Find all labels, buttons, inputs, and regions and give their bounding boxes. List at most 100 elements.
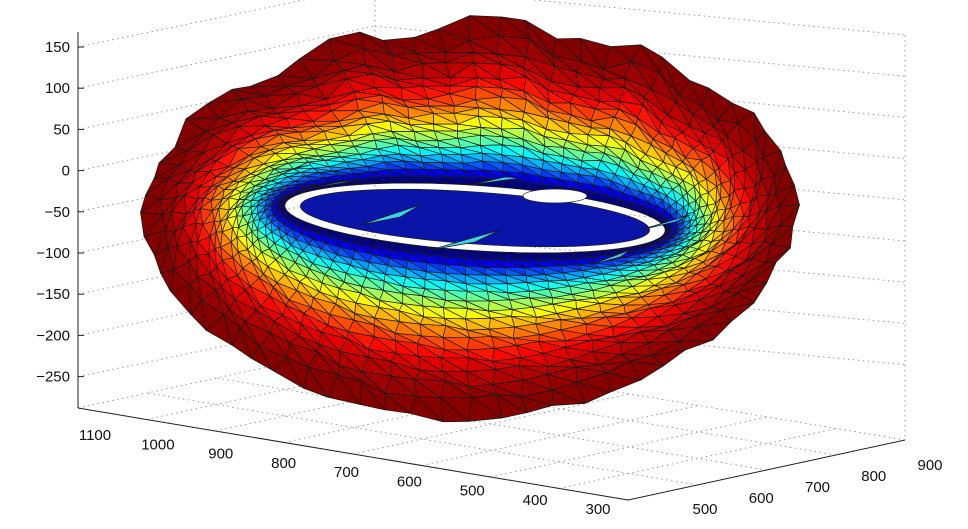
surface-spike — [429, 229, 501, 251]
x-grid-line — [490, 416, 768, 478]
y-tick-label: 800 — [861, 468, 886, 485]
surface-facet — [616, 199, 629, 209]
x-tick-label: 300 — [585, 501, 610, 518]
surface-spike — [589, 249, 631, 266]
z-tick-label: −100 — [36, 245, 70, 262]
y-axis-line — [627, 439, 906, 501]
z-tick-label: 150 — [45, 39, 70, 56]
z-grid-line-back — [528, 0, 906, 36]
z-tick-label: 0 — [62, 163, 70, 180]
surface-facet — [627, 202, 639, 213]
surface-facet — [659, 234, 670, 239]
surface-facet — [295, 216, 304, 226]
surface-facet — [333, 230, 348, 241]
surface-facet — [373, 177, 395, 184]
z-tick-label: −200 — [36, 327, 70, 344]
surface-facet — [408, 175, 430, 184]
surface-hole — [522, 188, 588, 204]
surface-facet — [571, 251, 592, 258]
surface-mesh — [140, 15, 800, 423]
surface-facet — [653, 237, 666, 242]
surface-spike — [359, 204, 421, 226]
surface-spike — [299, 179, 361, 191]
surface-facet — [446, 248, 466, 259]
surface-facet — [503, 179, 523, 190]
surface-facet — [602, 194, 617, 206]
surface-facet — [587, 250, 607, 256]
x-grid-line — [352, 393, 631, 455]
z-grid-line — [77, 66, 376, 130]
surface-facet — [646, 210, 655, 220]
surface-facet — [501, 251, 523, 261]
x-tick-label: 500 — [460, 483, 485, 500]
x-tick-label: 800 — [271, 455, 296, 472]
surface-spike — [469, 176, 521, 186]
surface-facet — [283, 194, 297, 199]
x-axis-line — [77, 407, 629, 501]
surface-facet — [277, 203, 286, 209]
z-tick-label: 100 — [45, 80, 70, 97]
surface-facet — [296, 190, 313, 194]
surface-facet — [638, 206, 648, 216]
z-tick-label: −250 — [36, 369, 70, 386]
surface-facet — [280, 206, 288, 213]
surface-facet — [392, 241, 411, 253]
surface-facet — [321, 227, 334, 238]
surface-facet — [311, 223, 323, 234]
surface-facet — [289, 192, 304, 196]
surface-facet — [360, 236, 377, 248]
surface-facet — [357, 178, 379, 185]
x-grid-line — [559, 428, 837, 489]
surface-facet — [654, 214, 661, 223]
surface-facet — [637, 242, 653, 246]
z-grid-line — [77, 0, 306, 48]
z-grid-line — [77, 190, 376, 254]
x-tick-labels: 1100 1000 900 800 700 600 500 400 300 — [79, 427, 611, 518]
x-tick-label: 1100 — [79, 427, 111, 444]
surface-facet — [283, 210, 291, 218]
surface-facet — [662, 230, 672, 236]
x-tick-label: 600 — [397, 473, 422, 490]
x-tick-label: 400 — [523, 492, 548, 509]
surface-facet — [390, 175, 412, 184]
z-tick-label: −50 — [45, 204, 70, 221]
surface-facet — [601, 248, 621, 254]
surface-facet — [279, 197, 291, 202]
z-grid-line — [77, 25, 376, 89]
axes — [77, 32, 906, 501]
x-tick-label: 1000 — [141, 436, 174, 453]
surface-facet — [520, 252, 542, 261]
surface-facet — [464, 249, 485, 260]
surface-facet — [298, 38, 335, 62]
surface-facet — [445, 176, 467, 186]
surface-facet — [588, 191, 604, 203]
surface-facet — [664, 226, 672, 233]
surface-facet — [289, 213, 296, 222]
z-grid-line — [77, 272, 376, 336]
surface-facet — [615, 247, 633, 252]
surface-facet — [409, 244, 429, 255]
surface-facet — [521, 181, 541, 192]
y-tick-labels: 500 600 700 800 900 — [692, 457, 942, 518]
surface-facet — [346, 233, 362, 245]
surface-throat — [300, 188, 650, 248]
z-grid-line — [77, 149, 376, 213]
z-tick-labels: 150 100 50 0 −50 −100 −150 −200 −250 — [36, 39, 84, 386]
x-grid-line — [421, 405, 699, 466]
surface-facet — [302, 220, 312, 230]
surface-facet — [627, 245, 644, 249]
y-tick-label: 900 — [917, 457, 942, 474]
z-tick-label: 50 — [53, 121, 70, 138]
y-tick-label: 600 — [749, 490, 774, 507]
surface-facet — [646, 240, 660, 244]
z-grid-line — [77, 231, 376, 295]
x-tick-label: 700 — [334, 464, 359, 481]
z-grid-line — [77, 314, 376, 378]
surface-facet — [483, 250, 504, 261]
y-tick-label: 500 — [692, 501, 717, 518]
surface-facet — [376, 239, 394, 251]
surface-facet — [555, 252, 576, 259]
surface-facet — [426, 176, 449, 185]
